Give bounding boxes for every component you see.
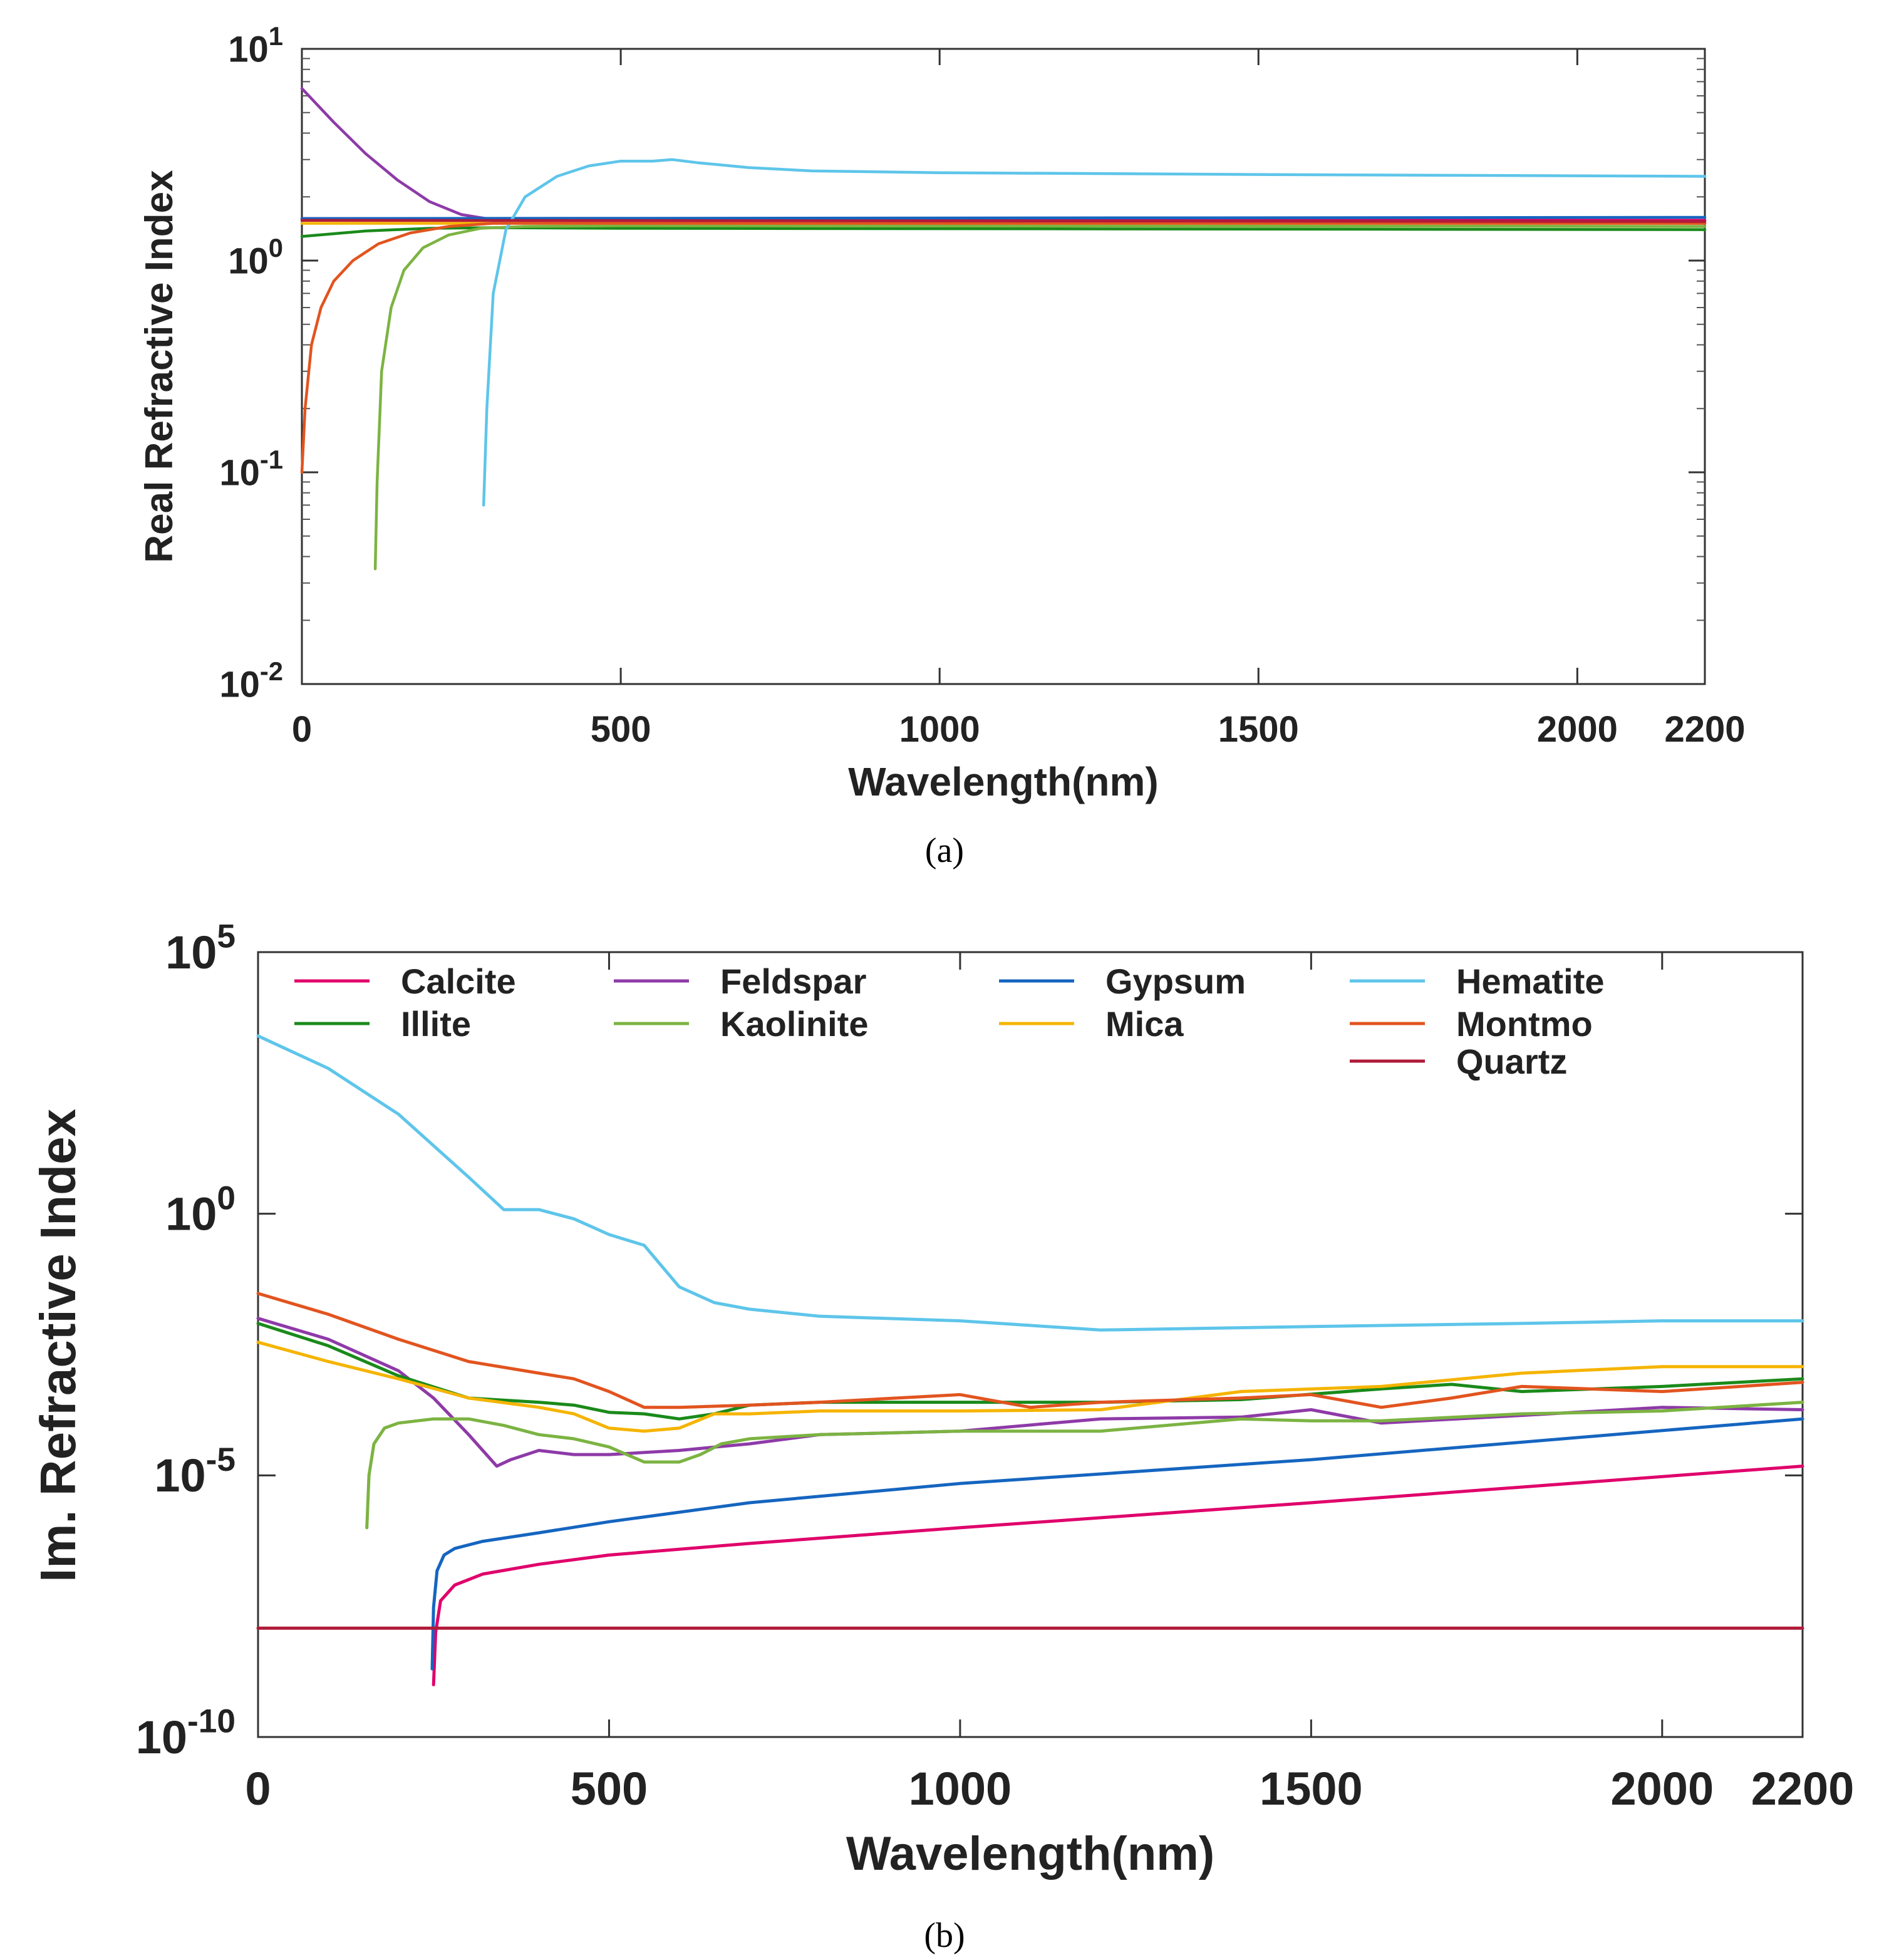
series-line-feldspar <box>300 86 1707 225</box>
legend-item-illite: Illite <box>294 1004 471 1044</box>
series-line-mica <box>256 1340 1804 1433</box>
x-tick-label: 0 <box>245 1763 271 1815</box>
series-line-montmo <box>300 222 1707 474</box>
series-line-hematite <box>482 158 1707 507</box>
series-line-kaolinite <box>373 224 1707 571</box>
y-tick-label: 10-5 <box>154 1441 235 1501</box>
y-tick-label: 10-1 <box>219 445 283 493</box>
x-ticks-a: 0 500 1000 1500 2000 2200 <box>292 709 1746 750</box>
x-axis-label-b: Wavelength(nm) <box>846 1827 1214 1880</box>
series-line-gypsum <box>430 1417 1804 1671</box>
x-tick-label: 2000 <box>1611 1763 1714 1815</box>
legend-label: Hematite <box>1456 962 1605 1001</box>
series-line-gypsum <box>300 215 1707 220</box>
grid-a <box>301 48 1706 685</box>
y-tick-label: 100 <box>165 1180 235 1240</box>
series-group-a <box>300 86 1707 571</box>
series-line-montmo <box>256 1292 1804 1409</box>
x-tick-label: 2200 <box>1751 1763 1855 1815</box>
legend-item-kaolinite: Kaolinite <box>614 1004 868 1044</box>
panel-label-b: (b) <box>924 1916 965 1955</box>
series-line-calcite <box>432 1465 1804 1686</box>
legend-label: Kaolinite <box>720 1004 868 1044</box>
legend-label: Mica <box>1105 1004 1184 1044</box>
chart-a: 0 500 1000 1500 2000 2200 101 100 10-1 10-2 Wave… <box>138 21 1746 870</box>
x-tick-label: 2200 <box>1664 709 1745 750</box>
plot-frame-b <box>257 951 1804 1738</box>
legend-label: Quartz <box>1456 1042 1567 1081</box>
x-tick-label: 500 <box>571 1763 648 1815</box>
series-line-hematite <box>256 1034 1804 1332</box>
plot-frame-a <box>301 48 1706 685</box>
x-tick-label: 1500 <box>1260 1763 1363 1815</box>
legend-item-gypsum: Gypsum <box>999 962 1246 1001</box>
legend-label: Gypsum <box>1105 962 1246 1001</box>
panel-label-a: (a) <box>925 831 964 870</box>
y-ticks-b: 105 100 10-5 10-10 <box>136 918 235 1763</box>
legend-item-montmo: Montmo <box>1350 1004 1593 1044</box>
legend-item-mica: Mica <box>999 1004 1184 1044</box>
grid-b <box>257 951 1804 1738</box>
legend-b: Calcite Feldspar Gypsum Hematite Illite Kaoli… <box>294 962 1605 1081</box>
legend-item-feldspar: Feldspar <box>614 962 866 1001</box>
x-axis-label-a: Wavelength(nm) <box>848 759 1158 804</box>
series-line-quartz <box>300 219 1707 223</box>
series-group-b <box>256 1034 1804 1686</box>
y-ticks-a: 101 100 10-1 10-2 <box>219 21 283 705</box>
x-tick-label: 2000 <box>1537 709 1618 750</box>
legend-item-quartz: Quartz <box>1350 1042 1567 1081</box>
legend-item-calcite: Calcite <box>294 962 516 1001</box>
y-tick-label: 10-2 <box>219 656 283 705</box>
series-line-kaolinite <box>365 1401 1804 1530</box>
x-tick-label: 0 <box>292 709 312 750</box>
x-tick-label: 500 <box>591 709 651 750</box>
legend-label: Montmo <box>1456 1004 1593 1044</box>
y-axis-label-b: Im. Refractive Index <box>30 1109 86 1582</box>
x-tick-label: 1500 <box>1218 709 1299 750</box>
y-tick-label: 100 <box>228 233 283 281</box>
y-tick-label: 10-10 <box>136 1703 235 1763</box>
chart-b: 0 500 1000 1500 2000 2200 105 100 10-5 10-10 Cal… <box>30 918 1854 1955</box>
x-tick-label: 1000 <box>909 1763 1012 1815</box>
legend-label: Illite <box>401 1004 471 1044</box>
x-tick-label: 1000 <box>899 709 980 750</box>
x-ticks-b: 0 500 1000 1500 2000 2200 <box>245 1763 1854 1815</box>
series-line-illite <box>300 226 1707 238</box>
legend-item-hematite: Hematite <box>1350 962 1605 1001</box>
y-axis-label-a: Real Refractive Index <box>138 170 181 563</box>
y-tick-label: 101 <box>228 21 283 70</box>
series-line-feldspar <box>256 1317 1804 1468</box>
legend-label: Feldspar <box>720 962 866 1001</box>
y-tick-label: 105 <box>165 918 235 978</box>
legend-label: Calcite <box>401 962 516 1001</box>
